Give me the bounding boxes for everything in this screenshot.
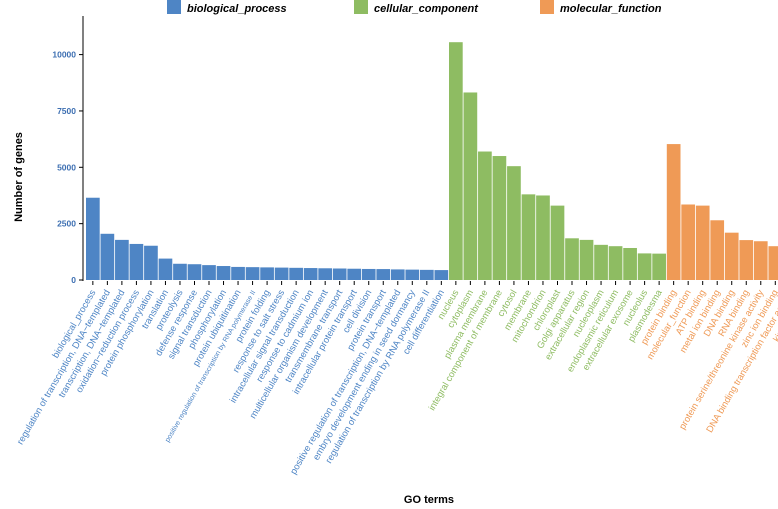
legend-item-cellular-component: cellular_component — [354, 0, 479, 15]
bar-biological_process — [260, 267, 274, 280]
bar-molecular_function — [753, 241, 768, 280]
legend-label-biological-process: biological_process — [187, 3, 287, 15]
bar-biological_process — [318, 268, 333, 280]
y-axis-title: Number of genes — [13, 132, 25, 222]
bar-biological_process — [434, 270, 449, 280]
bar-biological_process — [245, 267, 260, 280]
bar-cellular_component — [565, 238, 579, 280]
bar-biological_process — [376, 269, 391, 280]
bar-biological_process — [303, 268, 318, 280]
bar-cellular_component — [463, 92, 478, 280]
y-axis: 0 2500 5000 7500 10000 — [52, 16, 84, 285]
bar-cellular_component — [550, 205, 565, 280]
bar-biological_process — [347, 268, 362, 280]
x-axis — [92, 281, 776, 285]
bar-biological_process — [173, 263, 187, 280]
bar-cellular_component — [652, 253, 666, 280]
bar-molecular_function — [724, 232, 739, 280]
bar-molecular_function — [739, 240, 754, 280]
bar-cellular_component — [608, 246, 623, 280]
bar-molecular_function — [666, 144, 681, 280]
bar-biological_process — [419, 269, 434, 280]
legend: biological_process cellular_component mo… — [167, 0, 662, 15]
bar-molecular_function — [710, 220, 725, 280]
legend-item-biological-process: biological_process — [167, 0, 287, 15]
bar-biological_process — [86, 197, 100, 280]
bar-biological_process — [289, 267, 303, 280]
legend-label-molecular-function: molecular_function — [560, 3, 662, 15]
legend-swatch-molecular-function — [540, 0, 554, 14]
bar-biological_process — [187, 264, 202, 280]
bar-cellular_component — [536, 195, 550, 280]
bar-biological_process — [129, 243, 144, 280]
bar-biological_process — [405, 269, 420, 280]
bar-cellular_component — [623, 247, 637, 280]
bar-cellular_component — [478, 151, 492, 280]
bar-cellular_component — [637, 253, 652, 280]
bar-molecular_function — [768, 246, 778, 280]
legend-label-cellular-component: cellular_component — [374, 3, 479, 15]
y-tick-label: 0 — [71, 275, 76, 285]
bar-molecular_function — [681, 204, 696, 280]
bar-cellular_component — [521, 194, 536, 280]
bar-biological_process — [100, 233, 115, 280]
bar-biological_process — [158, 258, 173, 280]
y-tick-label: 5000 — [57, 162, 76, 172]
bar-biological_process — [115, 239, 129, 280]
bar-molecular_function — [695, 205, 710, 280]
y-tick-label: 2500 — [57, 219, 76, 229]
bar-biological_process — [361, 268, 376, 280]
x-axis-title: GO terms — [404, 494, 454, 506]
legend-item-molecular-function: molecular_function — [540, 0, 662, 15]
bar-cellular_component — [507, 166, 521, 280]
bar-cellular_component — [579, 239, 594, 280]
bar-biological_process — [144, 245, 158, 280]
bar-cellular_component — [492, 156, 507, 280]
bar-cellular_component — [594, 244, 608, 280]
legend-swatch-cellular-component — [354, 0, 368, 14]
bar-cellular_component — [449, 42, 463, 281]
bar-biological_process — [332, 268, 347, 280]
bar-biological_process — [231, 266, 245, 280]
bar-biological_process — [274, 267, 289, 280]
bar-biological_process — [390, 269, 405, 280]
y-tick-label: 7500 — [57, 106, 76, 116]
legend-swatch-biological-process — [167, 0, 181, 14]
y-tick-label: 10000 — [52, 50, 76, 60]
bar-biological_process — [202, 265, 216, 280]
bar-biological_process — [216, 266, 231, 280]
bars — [86, 42, 778, 281]
